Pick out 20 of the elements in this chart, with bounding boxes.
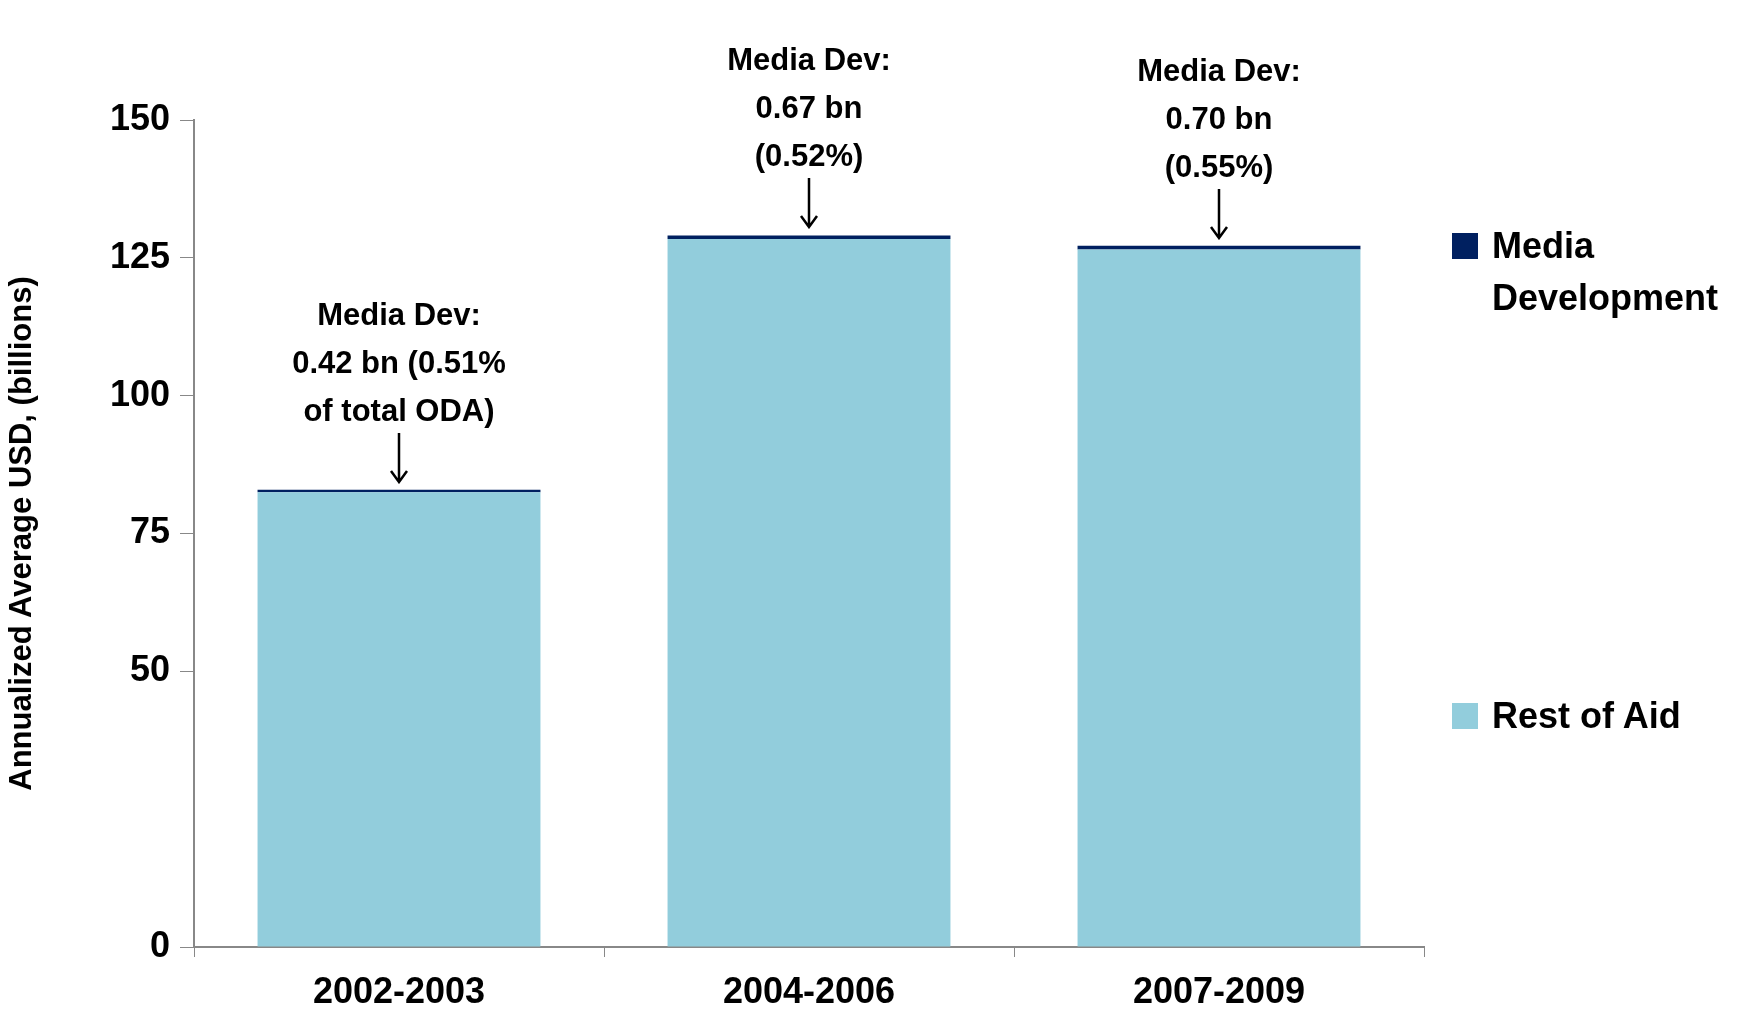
y-tick-label: 50 [129,648,170,690]
annotation: Media Dev: 0.42 bn (0.51% of total ODA) [292,296,506,428]
y-tick-label: 75 [129,510,170,552]
y-tick-label: 150 [109,96,170,138]
x-tick-label: 2004-2006 [722,969,896,1011]
annotation: Media Dev: 0.70 bn (0.55%) [1137,52,1301,184]
annotation: Media Dev: 0.67 bn (0.52%) [727,42,891,174]
bar [257,492,541,947]
legend-label: Media Development [1492,224,1720,321]
legend-label: Rest of Aid [1492,694,1682,738]
x-tick-label: 2002-2003 [312,969,486,1011]
x-tick-label: 2007-2009 [1132,969,1306,1011]
bar [667,235,951,240]
y-tick-label: 100 [109,372,170,414]
bar [1077,249,1361,947]
bar [1077,245,1361,250]
bar [667,239,951,947]
y-tick-label: 0 [149,923,170,965]
y-axis-title: Annualized Average USD, (billions) [3,276,39,791]
y-tick-label: 125 [109,234,170,276]
